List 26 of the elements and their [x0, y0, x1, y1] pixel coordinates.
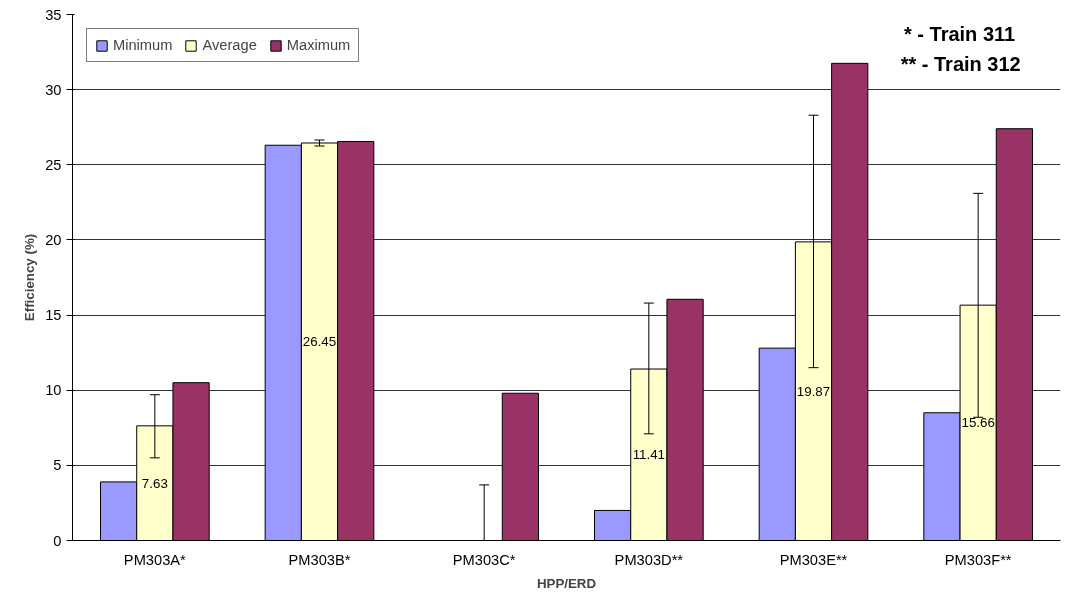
y-tick-label: 25 — [45, 156, 62, 173]
x-axis-title: HPP/ERD — [536, 575, 597, 591]
x-tick-label: PM303E** — [779, 551, 848, 568]
y-tick-label: 5 — [53, 457, 62, 474]
y-tick-label: 0 — [53, 532, 62, 549]
x-tick-label: PM303C* — [452, 551, 516, 568]
legend-label: Minimum — [113, 37, 173, 53]
data-label: 19.87 — [796, 383, 831, 399]
annotation: * - Train 311 — [903, 22, 1016, 45]
y-tick-label: 30 — [45, 81, 62, 98]
legend-label: Average — [202, 37, 257, 53]
data-label: 15.66 — [961, 415, 995, 431]
legend-label: Maximum — [286, 37, 351, 53]
y-tick-label: 20 — [45, 231, 62, 248]
data-label: 7.63 — [141, 475, 168, 491]
annotation: ** - Train 312 — [900, 52, 1021, 75]
y-tick-label: 10 — [45, 382, 62, 399]
data-label: 11.41 — [632, 447, 666, 463]
data-label: 26.45 — [302, 334, 337, 350]
y-axis-title: Efficiency (%) — [22, 233, 38, 322]
y-tick-label: 15 — [45, 307, 62, 324]
x-tick-label: PM303F** — [944, 551, 1012, 568]
x-tick-label: PM303D** — [614, 551, 684, 568]
x-tick-label: PM303B* — [288, 551, 351, 568]
y-tick-label: 35 — [45, 6, 62, 23]
x-tick-label: PM303A* — [123, 551, 187, 568]
